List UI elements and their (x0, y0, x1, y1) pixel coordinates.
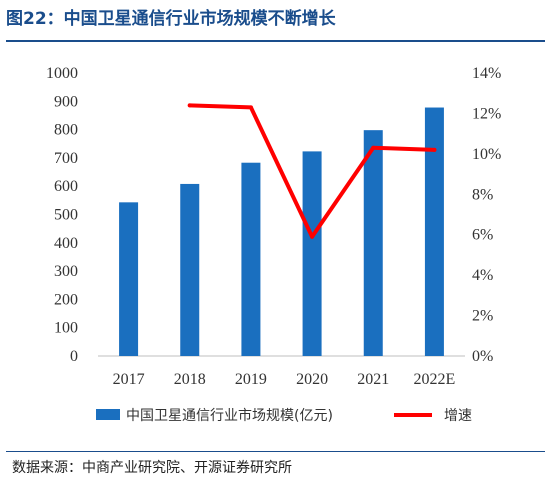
right-tick-label: 4% (472, 267, 493, 284)
x-tick-label: 2018 (174, 371, 206, 388)
left-tick-label: 200 (54, 291, 78, 308)
line-series (187, 103, 437, 239)
legend-bar-swatch (96, 409, 120, 420)
left-axis: 0 100 200 300 400 500 600 700 800 900 1000 (46, 65, 78, 365)
bar-2019 (241, 162, 261, 356)
left-tick-label: 900 (54, 93, 78, 110)
x-tick-label: 2019 (235, 371, 267, 388)
x-tick-label: 2021 (357, 371, 389, 388)
x-tick-label: 2022E (414, 371, 456, 388)
bar-2017 (119, 202, 139, 356)
bar-2020 (302, 151, 322, 356)
right-tick-label: 6% (472, 227, 493, 244)
left-tick-label: 0 (70, 348, 78, 365)
growth-point (432, 147, 437, 152)
bar-2022E (424, 107, 444, 356)
x-tick-label: 2017 (113, 371, 145, 388)
source-note: 数据来源：中商产业研究院、开源证券研究所 (12, 460, 292, 476)
legend-line-label: 增速 (444, 408, 472, 424)
legend-bar-label: 中国卫星通信行业市场规模(亿元) (126, 407, 333, 424)
left-tick-label: 400 (54, 235, 78, 252)
title-rule (6, 40, 545, 42)
right-tick-label: 12% (472, 105, 501, 122)
right-tick-label: 2% (472, 308, 493, 325)
x-axis: 2017 2018 2019 2020 2021 2022E (113, 371, 456, 388)
growth-point (187, 103, 192, 108)
bar-2021 (363, 130, 383, 356)
right-axis: 0% 2% 4% 6% 8% 10% 12% 14% (472, 65, 501, 365)
growth-point (310, 234, 315, 239)
left-tick-label: 1000 (46, 65, 78, 82)
right-tick-label: 14% (472, 65, 501, 82)
chart-title: 图22：中国卫星通信行业市场规模不断增长 (6, 9, 336, 29)
left-tick-label: 600 (54, 178, 78, 195)
left-tick-label: 300 (54, 263, 78, 280)
left-tick-label: 100 (54, 320, 78, 337)
left-tick-label: 800 (54, 122, 78, 139)
left-tick-label: 500 (54, 207, 78, 224)
bar-series (119, 107, 444, 356)
growth-point (371, 145, 376, 150)
growth-point (248, 105, 253, 110)
right-tick-label: 10% (472, 146, 501, 163)
right-tick-label: 0% (472, 348, 493, 365)
bar-2018 (180, 183, 200, 356)
left-tick-label: 700 (54, 150, 78, 167)
bottom-rule (6, 451, 545, 452)
legend: 中国卫星通信行业市场规模(亿元) 增速 (96, 407, 472, 424)
x-tick-label: 2020 (296, 371, 328, 388)
right-tick-label: 8% (472, 186, 493, 203)
